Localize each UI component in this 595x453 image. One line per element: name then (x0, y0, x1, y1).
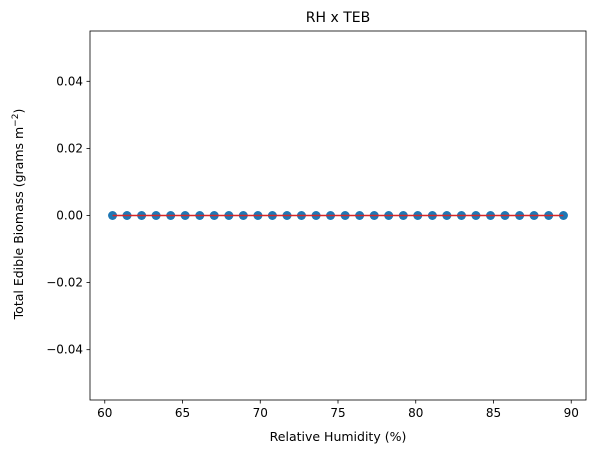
y-axis-label-close: ) (11, 109, 26, 114)
plot-area (108, 211, 568, 220)
y-tick-label: −0.02 (46, 276, 83, 290)
y-tick-label: 0.04 (56, 74, 83, 88)
y-axis-label-superscript: −2 (11, 114, 21, 127)
x-axis-label: Relative Humidity (%) (270, 429, 407, 444)
y-axis-label: Total Edible Biomass (grams m−2) (11, 109, 26, 321)
y-tick-label: 0.02 (56, 141, 83, 155)
chart-title: RH x TEB (306, 10, 370, 26)
x-tick-label: 80 (408, 406, 423, 420)
x-tick-label: 60 (97, 406, 112, 420)
x-tick-label: 90 (564, 406, 579, 420)
x-tick-label: 65 (175, 406, 190, 420)
y-tick-label: 0.00 (56, 209, 83, 223)
x-tick-label: 85 (486, 406, 501, 420)
y-tick-label: −0.04 (46, 343, 83, 357)
axes: 60 65 70 75 80 85 90 −0.04 −0.02 0.00 0.02 0.04 (46, 30, 587, 420)
y-axis-label-main: Total Edible Biomass (grams m (11, 127, 26, 321)
x-tick-label: 75 (330, 406, 345, 420)
x-tick-label: 70 (253, 406, 268, 420)
